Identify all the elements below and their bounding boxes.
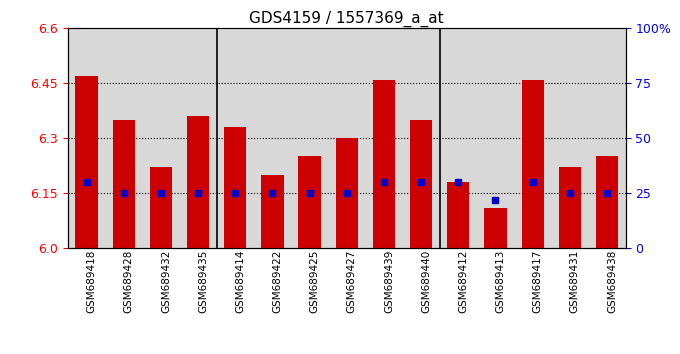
Bar (113, 120, 135, 248)
Text: GSM689428: GSM689428 (124, 250, 134, 313)
Text: GSM689413: GSM689413 (496, 250, 505, 313)
Text: GSM689435: GSM689435 (198, 250, 208, 313)
Bar (187, 116, 209, 248)
Bar (559, 167, 581, 248)
Text: GSM689414: GSM689414 (235, 250, 245, 313)
Bar (373, 80, 395, 248)
Text: GSM689439: GSM689439 (384, 250, 394, 313)
Text: GSM689418: GSM689418 (86, 250, 97, 313)
Title: GDS4159 / 1557369_a_at: GDS4159 / 1557369_a_at (250, 11, 444, 27)
Bar (447, 182, 469, 248)
Bar (261, 175, 284, 248)
Bar (410, 120, 432, 248)
Text: GSM689425: GSM689425 (309, 250, 320, 313)
Bar (484, 207, 507, 248)
Bar (299, 156, 321, 248)
Text: GSM689417: GSM689417 (532, 250, 543, 313)
Bar (224, 127, 246, 248)
Bar (522, 80, 544, 248)
Text: GSM689440: GSM689440 (421, 250, 431, 313)
Bar (596, 156, 618, 248)
Text: GSM689438: GSM689438 (607, 250, 617, 313)
Text: GSM689431: GSM689431 (570, 250, 580, 313)
Bar (150, 167, 172, 248)
Bar (336, 138, 358, 248)
Text: GSM689412: GSM689412 (458, 250, 469, 313)
Text: GSM689422: GSM689422 (273, 250, 282, 313)
Bar (75, 76, 98, 248)
Text: GSM689427: GSM689427 (347, 250, 357, 313)
Text: GSM689432: GSM689432 (161, 250, 171, 313)
